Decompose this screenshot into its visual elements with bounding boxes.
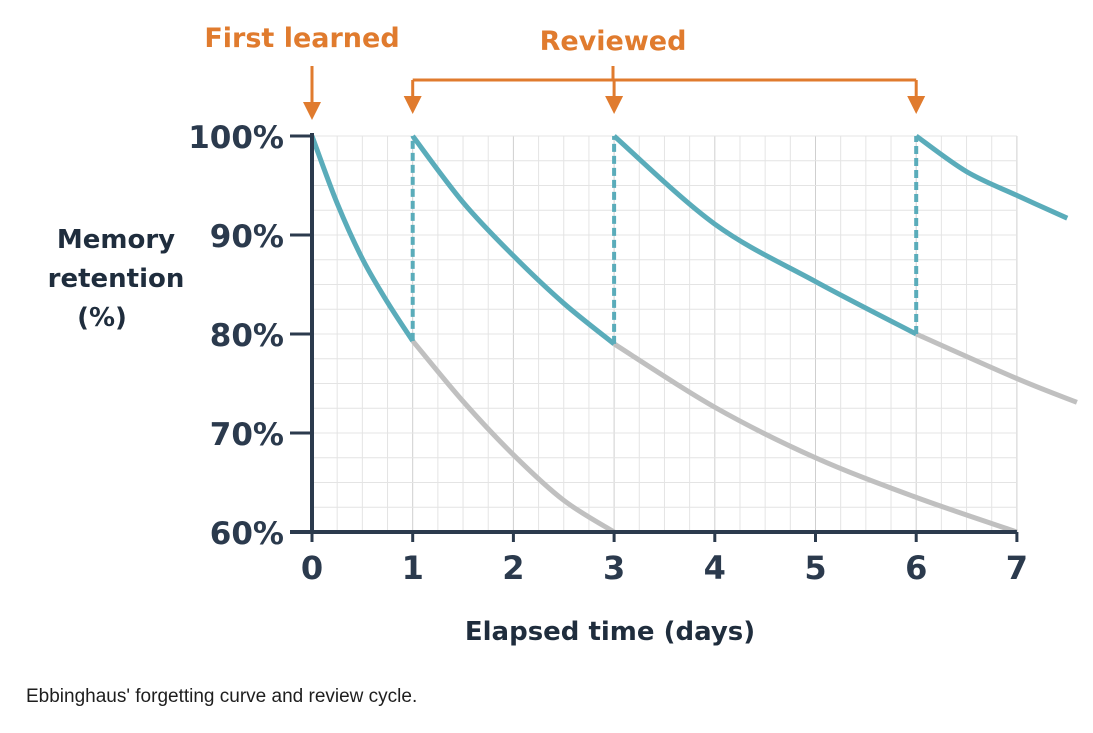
reviewed-arrow-day-3-head <box>605 96 624 114</box>
figure-caption: Ebbinghaus' forgetting curve and review … <box>26 686 418 707</box>
annotations <box>303 66 926 120</box>
series-retention-with-review-segment-3 <box>612 134 918 337</box>
first-learned-label: First learned <box>204 23 399 54</box>
reviewed-label: Reviewed <box>540 26 687 57</box>
x-tick-label-1: 1 <box>402 549 424 587</box>
series-retention-without-review-segment-3 <box>915 331 1078 405</box>
x-tick-label-7: 7 <box>1006 549 1028 587</box>
y-tick-label-80: 80% <box>210 318 284 354</box>
series-retention-with-review-segment-1 <box>309 135 415 343</box>
grid <box>311 135 1018 533</box>
ylabel-line-1: Memory <box>57 225 175 255</box>
x-tick-label-6: 6 <box>905 549 927 587</box>
series-retention-without-review-segment-1 <box>410 339 616 535</box>
ylabel-line-2: retention <box>48 264 185 294</box>
ylabel-line-3: (%) <box>77 303 127 333</box>
x-tick-label-4: 4 <box>704 549 726 587</box>
x-tick-label-3: 3 <box>603 549 625 587</box>
axes: 0 1 2 3 4 5 6 7 60% 70% 80% 90% 100% <box>188 120 1028 587</box>
reviewed-arrow-day-1-head <box>403 96 422 114</box>
x-tick-label-5: 5 <box>804 549 826 587</box>
y-tick-label-100: 100% <box>188 120 284 156</box>
forgetting-curve-chart: 0 1 2 3 4 5 6 7 60% 70% 80% 90% 100% Memory retentio… <box>48 23 1078 647</box>
series-retention-with-review-segment-4 <box>914 133 1069 221</box>
first-learned-arrow-head <box>303 102 321 120</box>
reviewed-arrow-day-6-head <box>907 96 926 114</box>
y-tick-label-90: 90% <box>210 219 284 255</box>
y-tick-label-60: 60% <box>210 516 284 552</box>
series-retention-with-review-segment-2 <box>410 134 616 346</box>
x-tick-label-2: 2 <box>502 549 524 587</box>
series-retention-without-review-segment-2 <box>612 341 1018 535</box>
y-tick-label-70: 70% <box>210 417 284 453</box>
curves <box>309 133 1078 535</box>
x-tick-label-0: 0 <box>301 549 323 587</box>
xlabel: Elapsed time (days) <box>465 617 755 647</box>
